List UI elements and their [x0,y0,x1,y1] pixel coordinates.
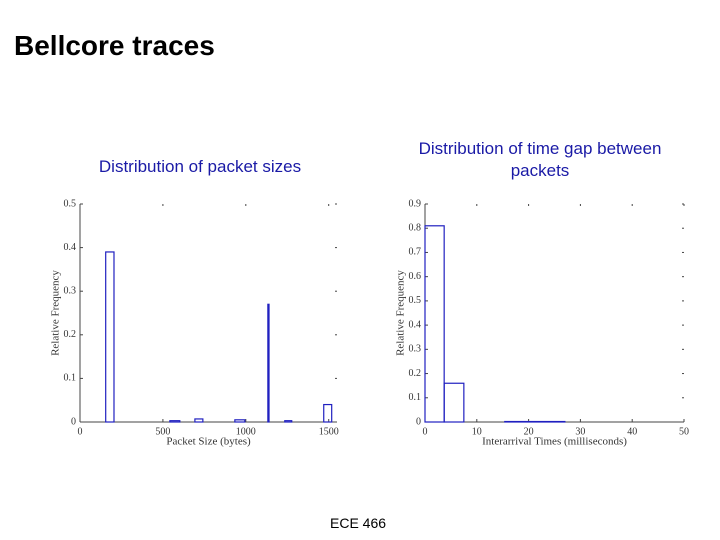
y-axis-label: Relative Frequency [50,270,62,356]
x-tick-label: 20 [524,426,534,437]
bar [105,251,115,423]
bar [267,303,270,423]
x-tick-label: 1000 [236,426,256,437]
bar [169,420,181,423]
y-axis-label: Relative Frequency [395,270,407,356]
bar [284,420,293,423]
x-axis-label: Interarrival Times (milliseconds) [482,436,627,448]
y-tick-label: 0.5 [64,198,77,209]
x-tick-label: 0 [78,426,83,437]
bar [424,225,445,423]
bar [194,418,204,423]
y-tick-label: 0.5 [409,295,422,306]
x-tick-label: 1500 [319,426,339,437]
y-tick-label: 0.1 [64,373,77,384]
slide-title: Bellcore traces [14,30,215,61]
y-tick-label: 0 [71,416,76,427]
y-tick-label: 0.2 [64,329,77,340]
y-tick-label: 0.7 [409,247,422,258]
y-tick-label: 0.4 [64,242,77,253]
y-tick-label: 0.3 [64,285,77,296]
footer: ECE 466 [330,515,387,531]
x-tick-label: 30 [575,426,585,437]
y-tick-label: 0.3 [409,344,422,355]
bar [234,419,246,423]
chart-title: Distribution of packet sizes [98,157,302,176]
y-tick-label: 0.4 [409,319,422,330]
y-tick-label: 0.2 [409,368,422,379]
chart-title: Distribution of time gap between packets [418,139,662,180]
y-tick-label: 0.9 [409,198,422,209]
y-tick-label: 0 [416,416,421,427]
x-tick-label: 0 [423,426,428,437]
x-tick-label: 50 [679,426,689,437]
x-tick-label: 10 [472,426,482,437]
bar [323,403,333,423]
y-tick-label: 0.1 [409,392,422,403]
y-tick-label: 0.6 [409,271,422,282]
x-tick-label: 40 [627,426,637,437]
y-tick-label: 0.8 [409,223,422,234]
bar [443,382,465,423]
x-axis-label: Packet Size (bytes) [166,436,251,448]
x-tick-label: 500 [155,426,170,437]
